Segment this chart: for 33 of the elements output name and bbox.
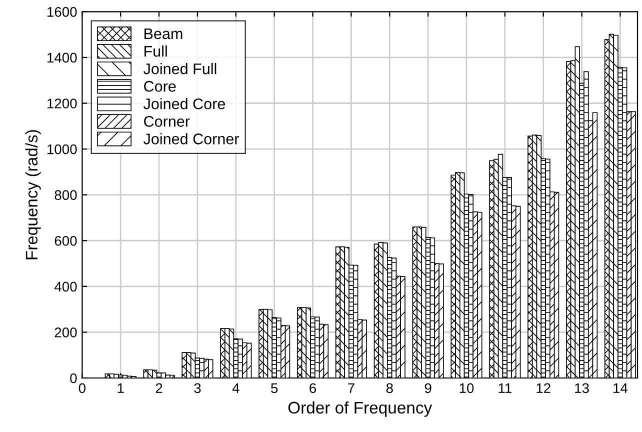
- legend-label: Beam: [144, 28, 182, 40]
- x-tick-label: 9: [424, 383, 432, 394]
- x-tick-label: 13: [575, 383, 589, 394]
- x-tick-label: 10: [460, 383, 474, 394]
- y-tick-label: 1200: [47, 98, 77, 108]
- y-axis-title: Frequency (rad/s): [25, 130, 41, 260]
- legend-label: Joined Corner: [144, 133, 239, 144]
- legend-label: Core: [144, 80, 176, 92]
- x-tick-label: 4: [232, 383, 240, 393]
- x-tick-label: 12: [536, 383, 550, 393]
- y-tick-label: 800: [54, 190, 77, 200]
- x-tick-label: 11: [498, 383, 512, 393]
- x-tick-label: 1: [118, 383, 124, 393]
- x-axis-title: Order of Frequency: [288, 401, 432, 417]
- y-tick-label: 1400: [47, 52, 77, 63]
- y-tick-label: 200: [54, 328, 77, 338]
- x-tick-label: 2: [156, 383, 162, 393]
- x-tick-label: 3: [194, 383, 201, 394]
- x-tick-label: 7: [348, 383, 354, 393]
- legend-label: Joined Full: [144, 63, 216, 74]
- x-tick-label: 5: [271, 383, 278, 394]
- y-tick-label: 1000: [47, 144, 77, 154]
- x-tick-label: 8: [386, 383, 393, 394]
- x-tick-label: 6: [310, 383, 316, 394]
- y-tick-label: 0: [70, 373, 77, 384]
- legend-label: Joined Core: [144, 98, 225, 110]
- legend-label: Full: [144, 45, 167, 57]
- y-tick-label: 600: [54, 236, 77, 246]
- y-tick-label: 400: [54, 282, 77, 292]
- x-tick-label: 14: [614, 383, 628, 393]
- x-tick-label: 0: [78, 383, 86, 394]
- legend-label: Corner: [144, 116, 190, 127]
- y-tick-label: 1600: [47, 7, 77, 17]
